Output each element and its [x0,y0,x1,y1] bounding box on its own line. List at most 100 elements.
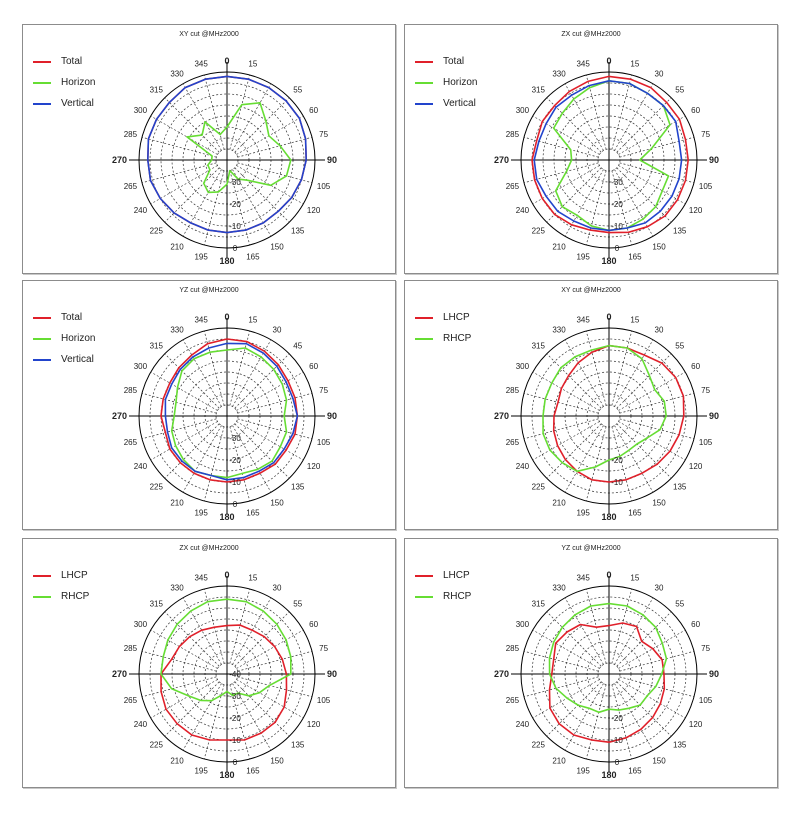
angle-tick-label: 0 [224,570,229,580]
legend-item: Total [33,51,95,72]
angle-tick-label: 265 [124,182,138,191]
radial-tick-label: -30 [611,178,623,187]
legend-label: Total [443,56,465,67]
grid-spoke [229,684,251,760]
angle-tick-label: 195 [194,253,208,262]
grid-spoke [182,169,222,237]
legend: LHCP RHCP [415,307,471,349]
grid-spoke [150,165,218,205]
grid-spoke [618,679,686,719]
angle-tick-label: 165 [628,509,642,518]
angle-tick-label: 300 [134,362,148,371]
legend-swatch [415,337,433,340]
legend-swatch [33,102,51,105]
radial-tick-label: 0 [615,244,620,253]
angle-tick-label: 195 [576,253,590,262]
angle-tick-label: 270 [112,411,127,421]
grid-spoke [164,681,220,737]
angle-tick-label: 195 [194,509,208,518]
legend-swatch [33,574,51,577]
grid-spoke [585,684,607,760]
angle-tick-label: 270 [494,155,509,165]
angle-tick-label: 345 [576,573,590,582]
series-rhcp-line [542,344,668,473]
angle-tick-label: 300 [516,620,530,629]
angle-tick-label: 90 [709,155,719,165]
legend-label: RHCP [443,591,472,602]
angle-tick-label: 135 [291,741,305,750]
angle-tick-label: 120 [307,720,321,729]
legend-swatch [415,81,433,84]
legend-item: RHCP [415,328,471,349]
series-horizon-line [186,102,292,194]
legend-item: Vertical [33,349,95,370]
angle-tick-label: 0 [224,312,229,322]
angle-tick-label: 75 [319,644,328,653]
angle-tick-label: 120 [689,462,703,471]
chart-title: XY cut @MHz2000 [561,287,621,294]
chart-title: ZX cut @MHz2000 [561,31,621,38]
legend-item: Total [33,307,95,328]
angle-tick-label: 240 [516,462,530,471]
angle-tick-label: 135 [291,227,305,236]
legend-item: Vertical [415,93,477,114]
angle-tick-label: 135 [673,741,687,750]
grid-spoke [237,650,313,672]
grid-spoke [532,421,600,461]
legend-item: Vertical [33,93,95,114]
grid-spoke [619,676,695,698]
grid-spoke [564,425,604,493]
grid-spoke [618,115,686,155]
angle-tick-label: 135 [673,227,687,236]
grid-spoke [546,611,602,667]
series-vertical-line [164,342,299,481]
grid-spoke [237,676,313,698]
angle-tick-label: 345 [576,315,590,324]
grid-spoke [182,339,222,407]
angle-tick-label: 285 [506,386,520,395]
angle-tick-label: 75 [701,130,710,139]
angle-tick-label: 30 [273,583,282,592]
series-total-line [160,338,299,483]
legend-swatch [415,595,433,598]
radial-tick-label: -30 [229,692,241,701]
angle-tick-label: 30 [655,583,664,592]
legend-label: LHCP [61,570,88,581]
grid-spoke [141,676,217,698]
grid-spoke [616,97,672,153]
angle-tick-label: 195 [194,767,208,776]
grid-spoke [618,165,686,205]
grid-spoke [618,629,686,669]
angle-tick-label: 300 [516,106,530,115]
grid-spoke [236,115,304,155]
angle-tick-label: 75 [701,644,710,653]
radial-tick-label: -10 [229,478,241,487]
grid-spoke [234,611,290,667]
angle-tick-label: 75 [701,386,710,395]
grid-spoke [234,353,290,409]
grid-spoke [532,115,600,155]
radial-tick-label: -20 [229,714,241,723]
angle-tick-label: 150 [270,757,284,766]
angle-tick-label: 270 [494,669,509,679]
angle-tick-label: 330 [552,583,566,592]
grid-spoke [182,597,222,665]
grid-spoke [234,167,290,223]
legend-label: RHCP [61,591,90,602]
grid-spoke [234,681,290,737]
grid-spoke [616,681,672,737]
series-total-line [531,75,690,234]
legend-label: Total [61,312,83,323]
angle-tick-label: 60 [309,620,318,629]
legend-label: Horizon [61,333,96,344]
angle-tick-label: 225 [532,741,546,750]
grid-spoke [164,353,220,409]
angle-tick-label: 150 [270,243,284,252]
angle-tick-label: 165 [628,767,642,776]
angle-tick-label: 300 [134,620,148,629]
legend: Total Horizon Vertical [415,51,477,114]
grid-spoke [164,423,220,479]
chart-title: ZX cut @MHz2000 [179,545,239,552]
angle-tick-label: 315 [150,341,164,350]
angle-tick-label: 270 [112,669,127,679]
